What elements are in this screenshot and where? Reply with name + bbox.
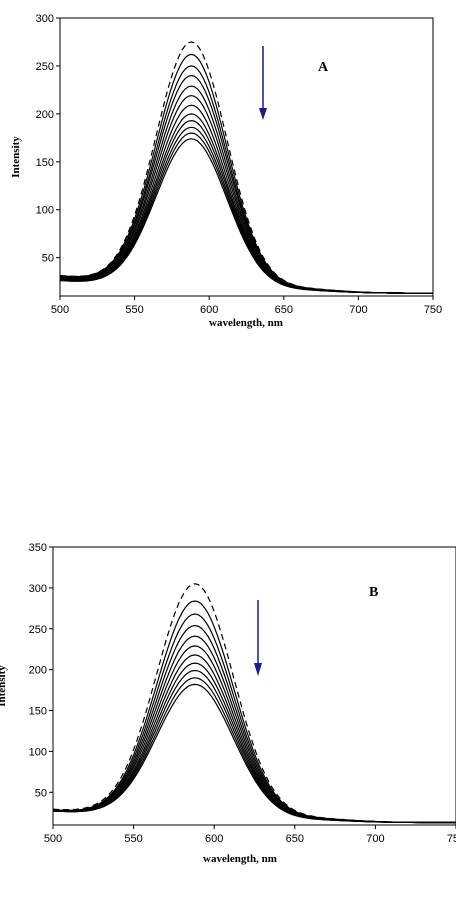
spectrum-line-a-11 <box>59 138 433 294</box>
spectrum-line-a-0 <box>59 41 433 294</box>
y-tick-label-a-150: 150 <box>36 157 54 169</box>
arrow-b-head <box>254 663 262 676</box>
x-tick-label-b-700: 700 <box>366 833 384 845</box>
y-tick-label-b-100: 100 <box>29 746 47 758</box>
y-tick-label-a-50: 50 <box>42 253 54 265</box>
series-group-a <box>59 41 433 294</box>
y-tick-label-b-200: 200 <box>29 665 47 677</box>
panel-label-a: A <box>318 60 329 75</box>
y-tick-label-a-300: 300 <box>36 13 54 25</box>
x-tick-label-a-650: 650 <box>275 304 293 316</box>
x-tick-label-b-600: 600 <box>205 833 223 845</box>
panel-label-b: B <box>369 585 378 600</box>
arrow-b <box>254 600 262 676</box>
chart-panel-b: 500 550 600 650 700 750 50 100 150 200 250 300 350 B… <box>0 542 456 865</box>
x-tick-label-b-650: 650 <box>286 833 304 845</box>
spectrum-line-a-4 <box>59 85 433 294</box>
spectrum-line-a-3 <box>59 74 433 294</box>
arrow-a <box>259 46 267 120</box>
y-axis-label-b: Intensity <box>0 665 8 707</box>
axis-ticks-a: 500 550 600 650 700 750 50 100 150 200 250 300 <box>36 13 443 316</box>
spectrum-line-a-2 <box>59 65 433 294</box>
spectrum-line-a-5 <box>59 94 433 294</box>
spectrum-line-b-6 <box>52 654 456 824</box>
spectrum-line-b-0 <box>52 583 456 824</box>
spectrum-line-b-7 <box>52 662 456 824</box>
axis-ticks-b: 500 550 600 650 700 750 50 100 150 200 250 300 350 <box>29 542 456 845</box>
x-axis-label-a: wavelength, nm <box>209 317 283 329</box>
chart-panel-a: 500 550 600 650 700 750 50 100 150 200 250 300 A wa… <box>10 13 442 329</box>
y-tick-label-b-250: 250 <box>29 624 47 636</box>
y-tick-label-b-350: 350 <box>29 542 47 554</box>
arrow-a-head <box>259 108 267 120</box>
plot-frame-a <box>59 17 434 297</box>
plot-frame-b <box>52 546 456 826</box>
x-tick-label-b-500: 500 <box>44 833 62 845</box>
y-tick-label-a-100: 100 <box>36 205 54 217</box>
x-tick-label-a-550: 550 <box>125 304 143 316</box>
x-tick-label-a-500: 500 <box>51 304 69 316</box>
x-tick-label-a-700: 700 <box>349 304 367 316</box>
spectrum-line-b-1 <box>52 600 456 824</box>
series-group-b <box>52 583 456 824</box>
y-tick-label-b-150: 150 <box>29 706 47 718</box>
y-tick-label-b-50: 50 <box>35 787 47 799</box>
y-tick-label-a-200: 200 <box>36 109 54 121</box>
spectrum-line-b-10 <box>52 683 456 824</box>
y-tick-label-a-250: 250 <box>36 61 54 73</box>
x-tick-label-b-550: 550 <box>124 833 142 845</box>
spectrum-line-a-1 <box>59 53 433 294</box>
y-tick-label-b-300: 300 <box>29 583 47 595</box>
y-axis-label-a: Intensity <box>10 136 22 178</box>
x-tick-label-a-600: 600 <box>200 304 218 316</box>
spectrum-line-b-5 <box>52 645 456 824</box>
x-tick-label-a-750: 750 <box>424 304 442 316</box>
x-tick-label-b-750: 750 <box>447 833 456 845</box>
x-axis-label-b: wavelength, nm <box>203 853 277 865</box>
